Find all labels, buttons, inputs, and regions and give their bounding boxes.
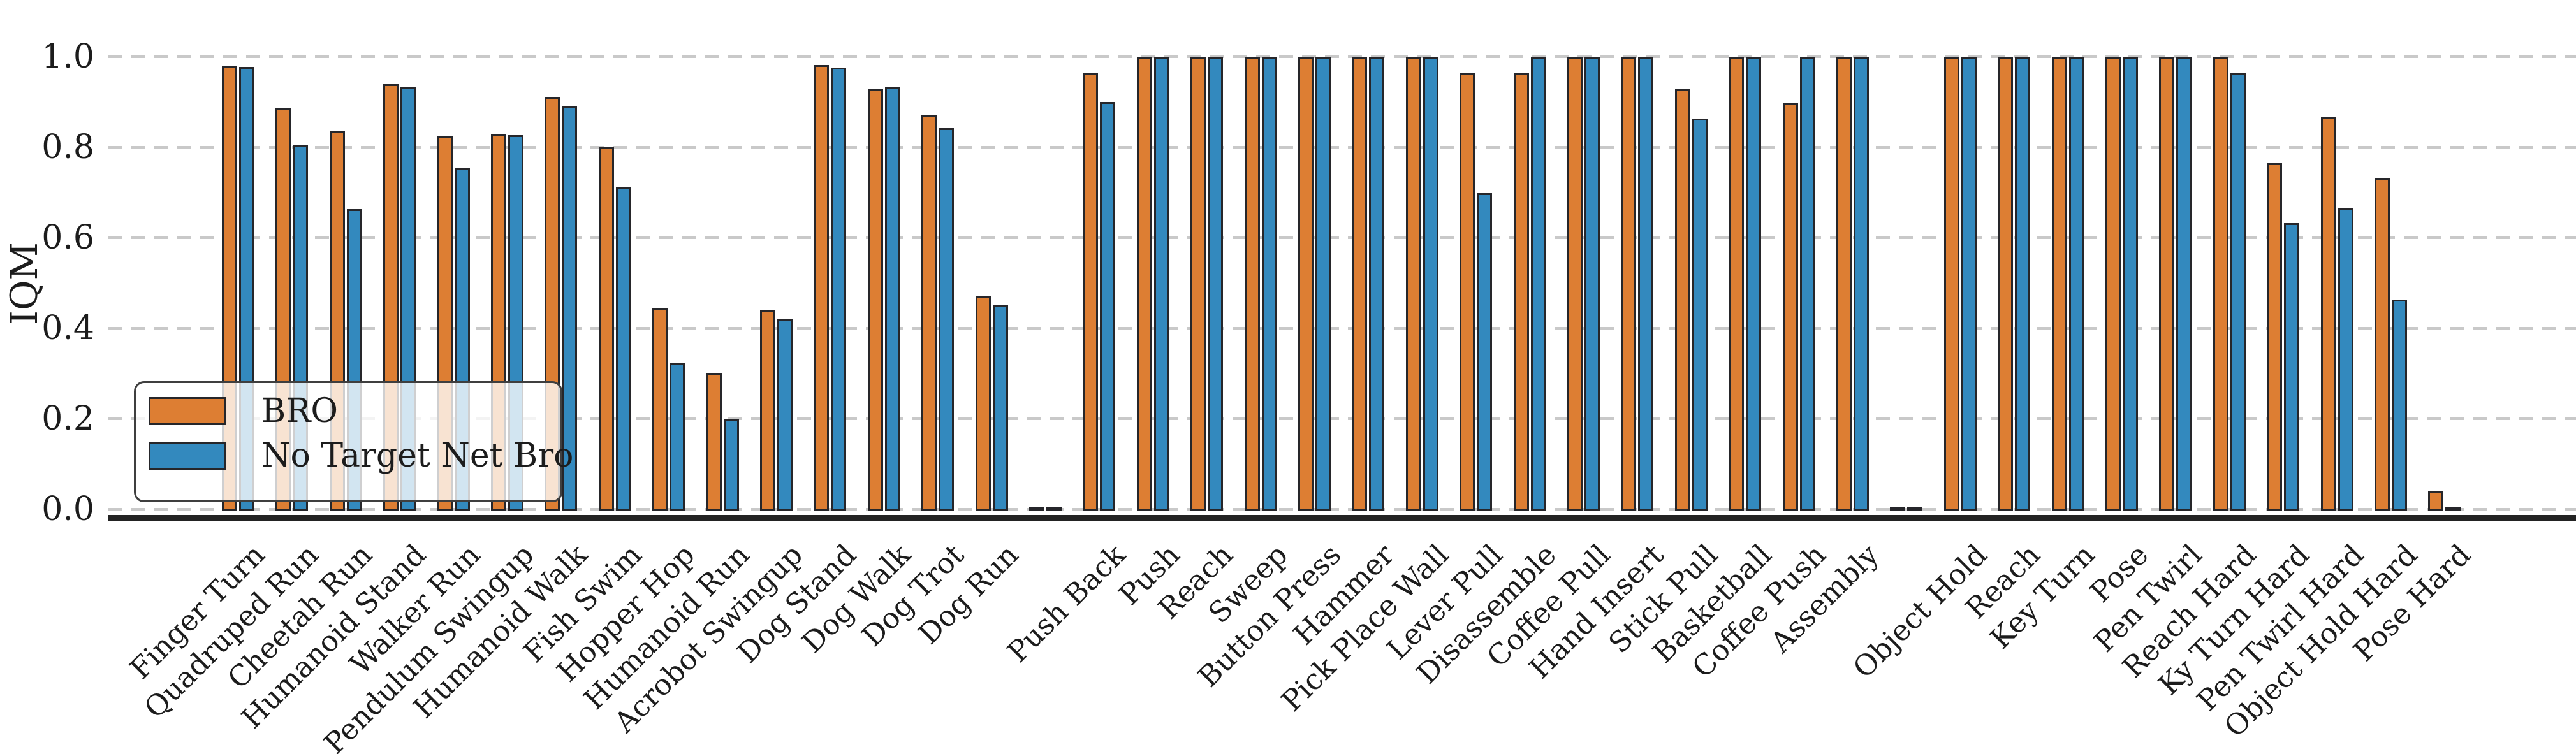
- bar-bro-pose-hard: [2428, 491, 2443, 511]
- bar-no-target-net-bro-reach: [1208, 57, 1223, 511]
- bar-bro-lever-pull: [1460, 73, 1475, 511]
- bar-no-target-net-bro-sweep: [1262, 57, 1277, 511]
- bar-bro-stick-pull: [1675, 89, 1690, 511]
- legend-swatch-bro: [149, 397, 226, 425]
- bar-no-target-net-bro-humanoid-run: [724, 419, 739, 511]
- bar-no-target-net-bro-lever-pull: [1477, 193, 1492, 511]
- bar-bro-push-back: [1083, 73, 1098, 511]
- y-tick-label-0.6: 0.6: [41, 219, 94, 257]
- bar-bro-button-press: [1298, 57, 1314, 511]
- bar-bro-reach: [1190, 57, 1206, 511]
- bar-no-target-net-bro-stick-pull: [1692, 119, 1708, 511]
- bar-bro-coffee-pull: [1567, 57, 1583, 511]
- gridline-0.0: [108, 508, 2576, 511]
- bar-bro-pick-place-wall: [1406, 57, 1421, 511]
- bar-bro-humanoid-run: [706, 373, 722, 511]
- bar-no-target-net-bro-hammer: [1369, 57, 1384, 511]
- bar-no-target-net-bro-separator-31: [1907, 507, 1922, 511]
- bar-bro-dog-walk: [868, 89, 883, 511]
- bar-no-target-net-bro-acrobot-swingup: [777, 319, 793, 511]
- bar-no-target-net-bro-pick-place-wall: [1423, 57, 1438, 511]
- bar-no-target-net-bro-separator-15: [1046, 507, 1062, 511]
- bar-bro-key-turn: [2052, 57, 2067, 511]
- bar-no-target-net-bro-dog-trot: [939, 128, 954, 511]
- y-tick-label-1.0: 1.0: [41, 38, 94, 76]
- bar-bro-pen-twirl: [2159, 57, 2174, 511]
- bar-no-target-net-bro-pose: [2123, 57, 2138, 511]
- bar-no-target-net-bro-reach: [2015, 57, 2030, 511]
- gridline-0.6: [108, 236, 2576, 239]
- bar-bro-dog-stand: [814, 65, 829, 511]
- legend: BRO No Target Net Bro: [134, 381, 573, 502]
- bar-bro-hopper-hop: [652, 308, 668, 511]
- bar-no-target-net-bro-pen-twirl-hard: [2338, 208, 2353, 511]
- bar-no-target-net-bro-object-hold: [1961, 57, 1977, 511]
- y-tick-label-0.4: 0.4: [41, 309, 94, 347]
- bar-bro-separator-15: [1029, 507, 1044, 511]
- bar-no-target-net-bro-fish-swim: [616, 187, 631, 511]
- bar-bro-object-hold-hard: [2375, 178, 2390, 511]
- gridline-1.0: [108, 55, 2576, 58]
- bar-bro-push: [1137, 57, 1152, 511]
- bar-bro-assembly: [1836, 57, 1852, 511]
- bar-no-target-net-bro-pen-twirl: [2176, 57, 2192, 511]
- legend-label-bro: BRO: [261, 392, 338, 430]
- bar-no-target-net-bro-dog-stand: [831, 68, 846, 511]
- bar-no-target-net-bro-basketball: [1746, 57, 1761, 511]
- legend-item-bro: BRO: [149, 392, 338, 430]
- bar-bro-acrobot-swingup: [760, 310, 775, 511]
- bar-bro-hand-insert: [1621, 57, 1636, 511]
- gridline-0.4: [108, 327, 2576, 330]
- legend-item-no-target-net-bro: No Target Net Bro: [149, 437, 574, 475]
- y-tick-label-0.0: 0.0: [41, 490, 94, 528]
- bar-bro-dog-trot: [921, 115, 937, 511]
- bar-bro-reach-hard: [2213, 57, 2228, 511]
- bar-bro-pose: [2105, 57, 2121, 511]
- gridline-0.2: [108, 417, 2576, 420]
- bar-no-target-net-bro-key-turn: [2069, 57, 2084, 511]
- y-tick-label-0.8: 0.8: [41, 128, 94, 166]
- bar-no-target-net-bro-humanoid-walk: [562, 106, 577, 511]
- bar-no-target-net-bro-hand-insert: [1638, 57, 1653, 511]
- bar-bro-object-hold: [1944, 57, 1959, 511]
- bar-bro-reach: [1998, 57, 2013, 511]
- bar-bro-fish-swim: [599, 147, 614, 511]
- bar-no-target-net-bro-coffee-pull: [1584, 57, 1600, 511]
- bar-bro-ky-turn-hard: [2267, 163, 2282, 511]
- bar-no-target-net-bro-disassemble: [1531, 57, 1546, 511]
- bar-bro-pen-twirl-hard: [2321, 117, 2336, 511]
- bar-no-target-net-bro-push-back: [1100, 102, 1115, 511]
- legend-label-no-target-net-bro: No Target Net Bro: [261, 437, 574, 475]
- bar-no-target-net-bro-dog-walk: [885, 87, 900, 511]
- bar-no-target-net-bro-coffee-push: [1800, 57, 1815, 511]
- bar-no-target-net-bro-pose-hard: [2445, 507, 2461, 511]
- bar-no-target-net-bro-push: [1154, 57, 1169, 511]
- bar-bro-basketball: [1729, 57, 1744, 511]
- bar-bro-coffee-push: [1783, 103, 1798, 511]
- bar-bro-dog-run: [976, 296, 991, 511]
- legend-swatch-no-target-net-bro: [149, 442, 226, 470]
- bar-no-target-net-bro-dog-run: [993, 305, 1008, 511]
- bar-bro-sweep: [1245, 57, 1260, 511]
- bar-no-target-net-bro-reach-hard: [2230, 73, 2246, 511]
- bar-bro-disassemble: [1514, 73, 1529, 511]
- bar-no-target-net-bro-hopper-hop: [670, 363, 685, 511]
- gridline-0.8: [108, 146, 2576, 149]
- bar-no-target-net-bro-button-press: [1315, 57, 1331, 511]
- bar-no-target-net-bro-ky-turn-hard: [2284, 223, 2299, 511]
- bar-no-target-net-bro-assembly: [1854, 57, 1869, 511]
- y-tick-label-0.2: 0.2: [41, 400, 94, 438]
- x-axis-line: [108, 515, 2576, 521]
- bar-bro-separator-31: [1890, 507, 1905, 511]
- bar-no-target-net-bro-object-hold-hard: [2392, 300, 2407, 511]
- bar-bro-hammer: [1352, 57, 1367, 511]
